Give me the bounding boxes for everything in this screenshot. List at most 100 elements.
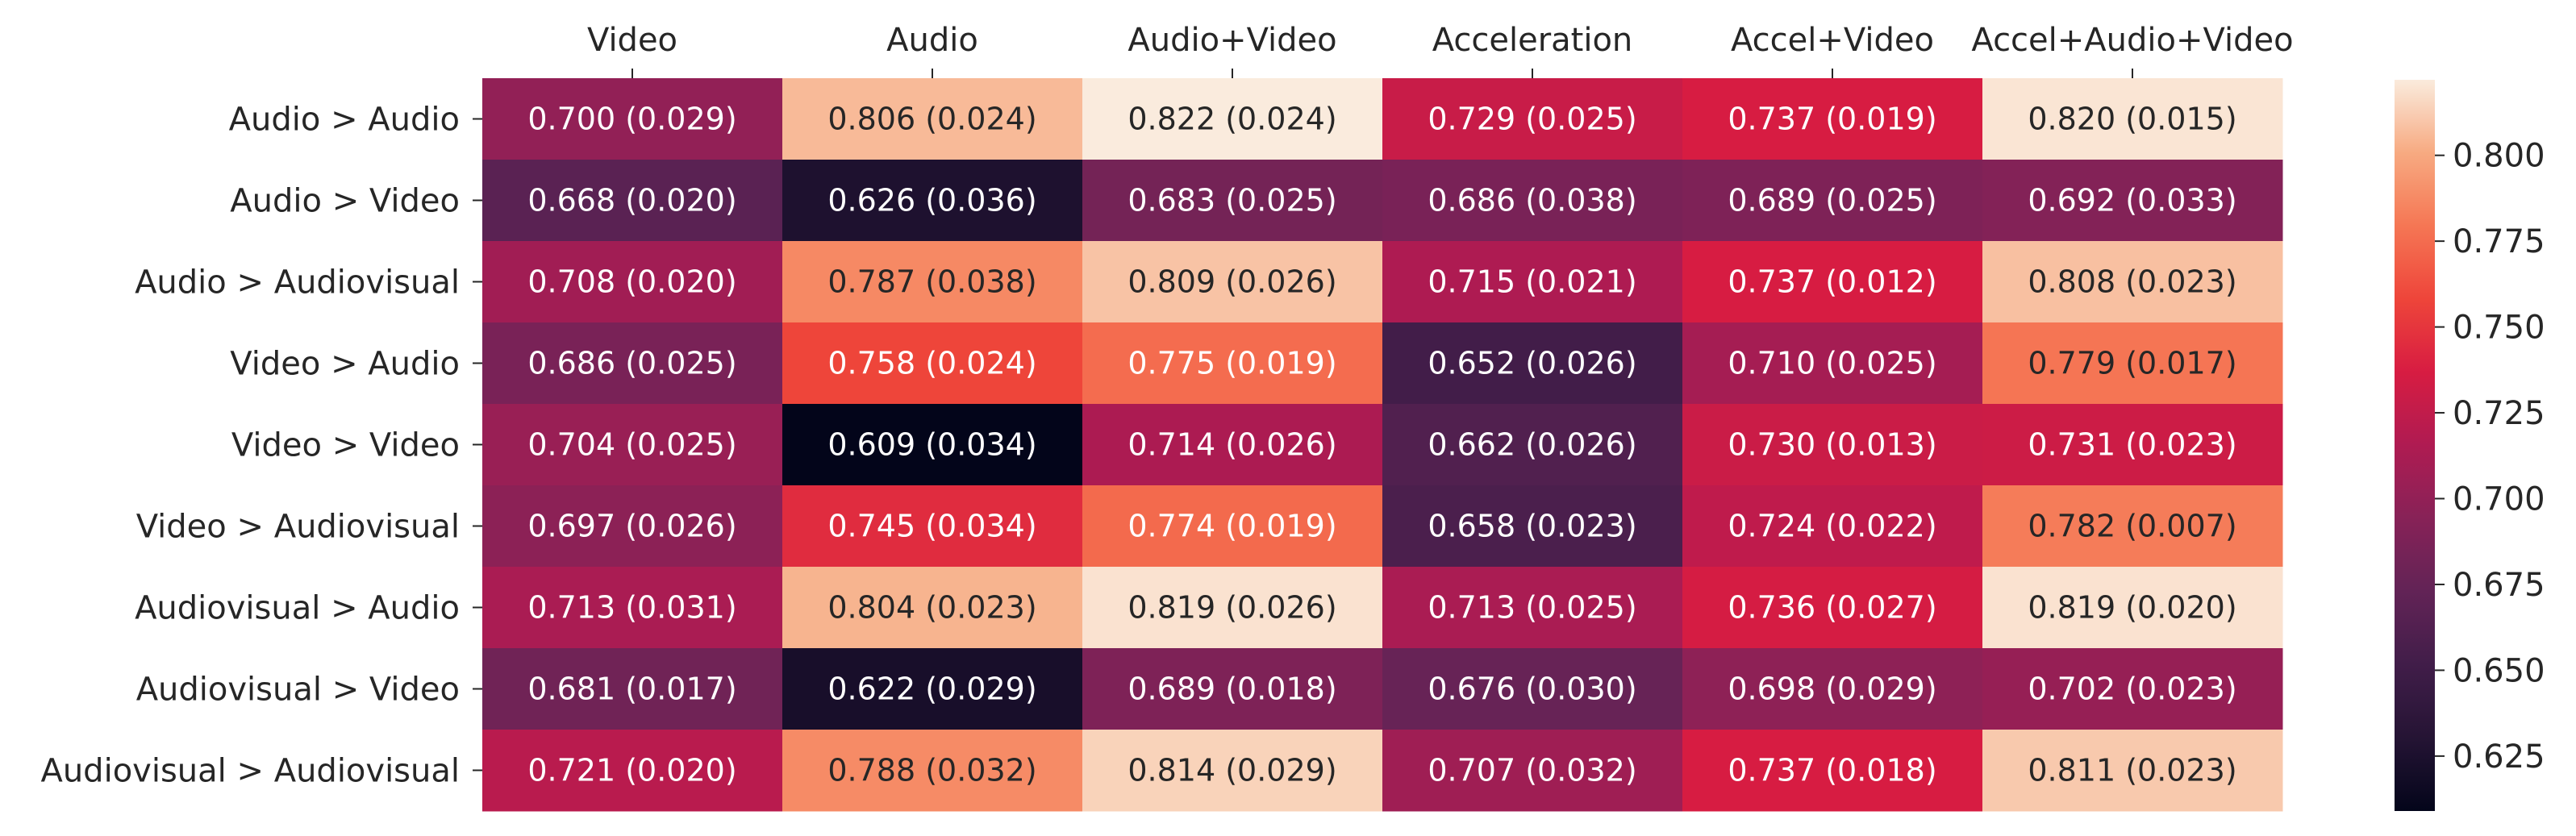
row-label: Audiovisual > Audio <box>135 590 460 627</box>
heatmap-cell <box>1382 485 1683 568</box>
heatmap-cell <box>782 485 1083 568</box>
heatmap-cell <box>782 78 1083 160</box>
heatmap-cell <box>1682 485 1983 568</box>
heatmap-cell <box>1082 160 1383 242</box>
cell-label: 0.819 (0.020) <box>2028 590 2236 626</box>
heatmap-cell <box>1982 160 2283 242</box>
cell-label: 0.668 (0.020) <box>527 183 736 218</box>
heatmap-cell <box>482 730 783 812</box>
heatmap-cell <box>1682 241 1983 323</box>
cell-label: 0.724 (0.022) <box>1728 509 1936 544</box>
heatmap-cell <box>1982 648 2283 730</box>
cell-label: 0.721 (0.020) <box>527 753 736 788</box>
colorbar-tick-label: 0.625 <box>2453 738 2545 776</box>
heatmap-cell <box>482 648 783 730</box>
cell-label: 0.737 (0.019) <box>1728 102 1936 137</box>
row-label: Audiovisual > Audiovisual <box>40 753 460 790</box>
cell-label: 0.804 (0.023) <box>827 590 1036 626</box>
heatmap-cell <box>1382 322 1683 405</box>
column-label: Audio+Video <box>1128 22 1336 59</box>
heatmap-cell <box>782 567 1083 649</box>
cell-label: 0.774 (0.019) <box>1128 509 1336 544</box>
heatmap-cell <box>1982 404 2283 486</box>
heatmap-cell <box>1382 404 1683 486</box>
heatmap-cell <box>1982 485 2283 568</box>
cell-label: 0.704 (0.025) <box>527 427 736 463</box>
heatmap-cell <box>1982 78 2283 160</box>
heatmap-cell <box>1082 322 1383 405</box>
cell-label: 0.713 (0.025) <box>1428 590 1636 626</box>
cell-label: 0.681 (0.017) <box>527 672 736 707</box>
cell-label: 0.662 (0.026) <box>1428 427 1636 463</box>
cell-label: 0.788 (0.032) <box>827 753 1036 788</box>
cell-label: 0.676 (0.030) <box>1428 672 1636 707</box>
heatmap-cell <box>1082 648 1383 730</box>
cell-label: 0.652 (0.026) <box>1428 346 1636 381</box>
cell-label: 0.822 (0.024) <box>1128 102 1336 137</box>
column-label: Acceleration <box>1432 22 1633 59</box>
row-labels: Audio > Audio Audio > Video Audio > Audiov… <box>40 102 482 790</box>
cell-label: 0.782 (0.007) <box>2028 509 2236 544</box>
heatmap-cell <box>1382 730 1683 812</box>
cell-label: 0.689 (0.025) <box>1728 183 1936 218</box>
heatmap-cell <box>482 567 783 649</box>
cell-label: 0.814 (0.029) <box>1128 753 1336 788</box>
heatmap-cell <box>1682 404 1983 486</box>
heatmap-cell <box>482 78 783 160</box>
cell-label: 0.715 (0.021) <box>1428 264 1636 300</box>
cell-label: 0.609 (0.034) <box>827 427 1036 463</box>
cell-label: 0.806 (0.024) <box>827 102 1036 137</box>
heatmap-cell <box>1082 730 1383 812</box>
heatmap-cell <box>782 730 1083 812</box>
cell-label: 0.730 (0.013) <box>1728 427 1936 463</box>
heatmap-cell <box>1082 78 1383 160</box>
heatmap-cell <box>1382 241 1683 323</box>
cell-label: 0.622 (0.029) <box>827 672 1036 707</box>
heatmap-cell <box>782 648 1083 730</box>
cell-label: 0.775 (0.019) <box>1128 346 1336 381</box>
cell-label: 0.700 (0.029) <box>527 102 736 137</box>
column-label: Audio <box>886 22 978 59</box>
cell-label: 0.758 (0.024) <box>827 346 1036 381</box>
cell-label: 0.708 (0.020) <box>527 264 736 300</box>
cell-label: 0.736 (0.027) <box>1728 590 1936 626</box>
heatmap-cells <box>482 78 2283 812</box>
column-label: Accel+Video <box>1731 22 1934 59</box>
heatmap-cell <box>1082 567 1383 649</box>
cell-label: 0.729 (0.025) <box>1428 102 1636 137</box>
heatmap-cell <box>1982 322 2283 405</box>
colorbar-gradient <box>2395 80 2435 811</box>
cell-label: 0.808 (0.023) <box>2028 264 2236 300</box>
cell-label: 0.683 (0.025) <box>1128 183 1336 218</box>
heatmap-cell <box>1082 485 1383 568</box>
row-label: Video > Audio <box>230 346 460 383</box>
heatmap-cell <box>482 322 783 405</box>
cell-label: 0.811 (0.023) <box>2028 753 2236 788</box>
cell-label: 0.809 (0.026) <box>1128 264 1336 300</box>
cell-label: 0.819 (0.026) <box>1128 590 1336 626</box>
heatmap-cell <box>1982 730 2283 812</box>
heatmap-cell <box>1982 567 2283 649</box>
column-label: Accel+Audio+Video <box>1971 22 2293 59</box>
heatmap-cell <box>782 322 1083 405</box>
heatmap-cell <box>1382 648 1683 730</box>
cell-label: 0.692 (0.033) <box>2028 183 2236 218</box>
cell-label: 0.686 (0.025) <box>527 346 736 381</box>
colorbar-tick-label: 0.675 <box>2453 567 2545 604</box>
row-label: Audiovisual > Video <box>136 672 460 709</box>
heatmap-cell <box>1382 567 1683 649</box>
cell-label: 0.787 (0.038) <box>827 264 1036 300</box>
colorbar-tick-label: 0.750 <box>2453 310 2545 347</box>
heatmap-cell <box>1682 567 1983 649</box>
heatmap-cell <box>1682 160 1983 242</box>
row-label: Audio > Video <box>230 183 460 220</box>
heatmap-cell <box>482 485 783 568</box>
colorbar-tick-label: 0.775 <box>2453 223 2545 260</box>
column-labels: Video Audio Audio+Video Acceleration Accel+V… <box>587 22 2294 78</box>
cell-label: 0.697 (0.026) <box>527 509 736 544</box>
colorbar-tick-label: 0.700 <box>2453 481 2545 518</box>
cell-label: 0.745 (0.034) <box>827 509 1036 544</box>
row-label: Audio > Audio <box>229 102 460 139</box>
heatmap-cell <box>1682 648 1983 730</box>
